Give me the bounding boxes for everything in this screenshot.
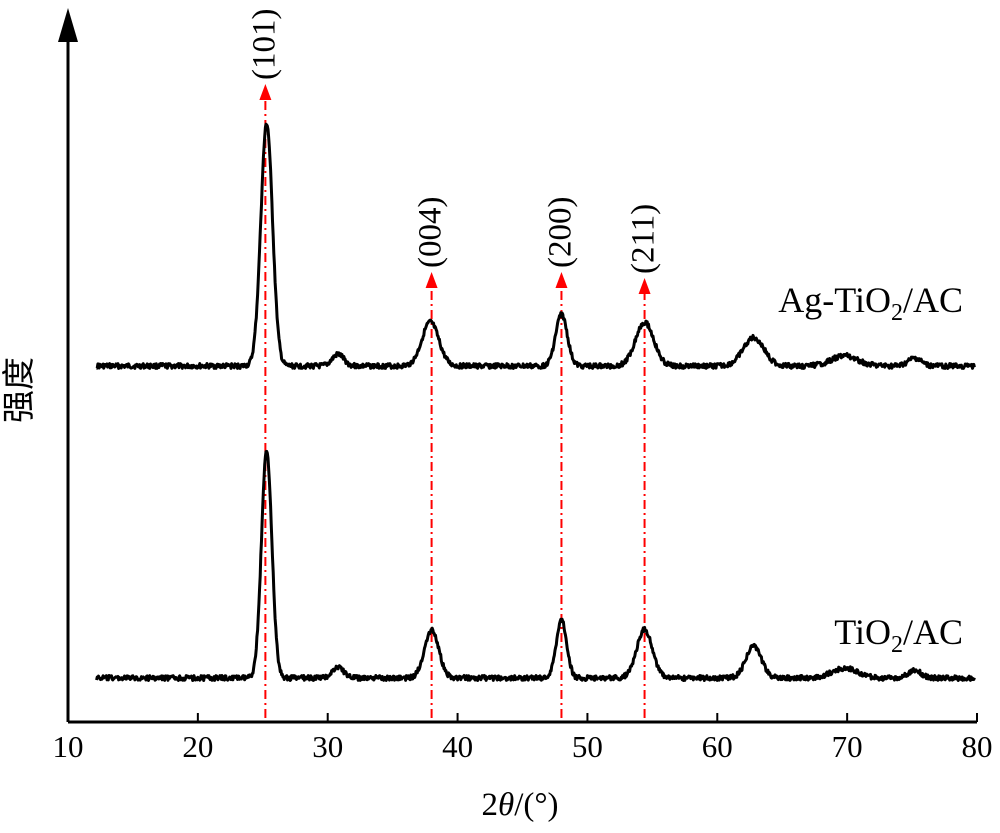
x-tick-label: 50 (572, 729, 603, 764)
reflection-label: (004) (413, 197, 449, 268)
axes (58, 8, 977, 724)
y-axis-arrow (58, 8, 78, 42)
reflection-markers: (101) (004) (200) (211) (246, 9, 662, 718)
x-ticks: 10 20 30 40 50 60 70 80 (53, 713, 993, 764)
x-tick-label: 20 (182, 729, 213, 764)
reflection-label: (200) (542, 197, 578, 268)
x-tick-label: 40 (442, 729, 473, 764)
x-axis-title: 2θ/(°) (481, 787, 558, 823)
x-tick-label: 60 (702, 729, 733, 764)
series-trace (95, 449, 976, 682)
reflection-arrow (259, 84, 272, 100)
x-tick-label: 10 (53, 729, 84, 764)
traces (95, 122, 976, 682)
reflection-arrow (555, 272, 568, 288)
x-tick-label: 80 (962, 729, 993, 764)
series-labels: Ag-TiO2/AC TiO2/AC (778, 280, 963, 658)
reflection-arrow (425, 272, 438, 288)
series-trace (95, 122, 976, 370)
reflection-label: (101) (246, 9, 282, 80)
y-axis-title: 强度 (1, 357, 38, 423)
x-tick-label: 30 (312, 729, 343, 764)
reflection-label: (211) (626, 204, 662, 274)
reflection-arrow (638, 278, 651, 294)
series-label: TiO2/AC (834, 612, 963, 658)
x-tick-label: 70 (832, 729, 863, 764)
series-label: Ag-TiO2/AC (778, 280, 963, 326)
